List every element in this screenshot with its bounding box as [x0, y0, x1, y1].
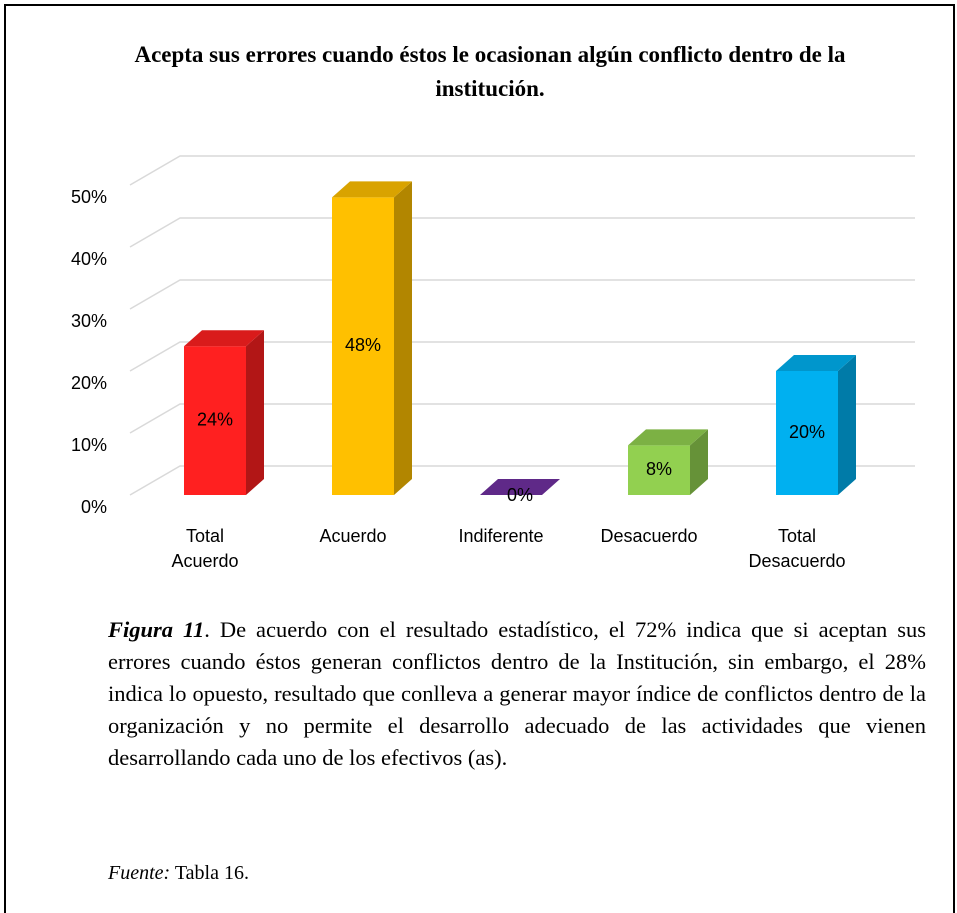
bar-side — [246, 330, 264, 495]
source: Fuente: Tabla 16. — [108, 862, 249, 885]
frame — [4, 4, 955, 913]
x-tick-label: Total Acuerdo — [171, 526, 239, 571]
bar — [628, 429, 708, 495]
caption-text: . De acuerdo con el resultado estadístic… — [108, 617, 926, 770]
data-label: 8% — [646, 459, 672, 479]
bar-top — [332, 181, 412, 198]
grid-line — [129, 155, 915, 186]
y-tick-label: 40% — [71, 249, 107, 269]
bar-side — [690, 429, 708, 495]
data-label: 24% — [197, 409, 233, 429]
x-tick-label: Desacuerdo — [600, 526, 698, 546]
x-tick-label: Indiferente — [458, 526, 544, 546]
x-tick-label: Total Desacuerdo — [748, 526, 846, 571]
data-label: 20% — [789, 422, 825, 442]
bar-front — [628, 445, 690, 495]
bar-front — [776, 371, 838, 495]
y-tick-label: 10% — [71, 435, 107, 455]
bar — [480, 479, 560, 495]
bar-front — [184, 346, 246, 495]
grid-line — [129, 279, 915, 310]
y-tick-label: 20% — [71, 373, 107, 393]
bar — [184, 330, 264, 495]
bar-side — [838, 355, 856, 495]
chart-title: Acepta sus errores cuando éstos le ocasi… — [134, 42, 846, 101]
grid-line — [129, 403, 915, 434]
source-label: Fuente: — [108, 862, 171, 884]
bar-front — [332, 197, 394, 495]
y-tick-label: 30% — [71, 311, 107, 331]
bar-top — [628, 429, 708, 446]
grid-line — [129, 217, 915, 248]
bar-top — [184, 330, 264, 347]
caption: Figura 11. De acuerdo con el resultado e… — [108, 614, 926, 774]
x-tick-label: Acuerdo — [319, 526, 387, 546]
y-tick-label: 50% — [71, 187, 107, 207]
grid-line — [129, 341, 915, 372]
bar-top — [480, 479, 560, 495]
bar — [776, 355, 856, 495]
data-label: 48% — [345, 335, 381, 355]
y-tick-label: 0% — [81, 497, 107, 517]
bar — [332, 181, 412, 495]
data-label: 0% — [507, 485, 533, 505]
bar-side — [394, 181, 412, 495]
source-text: Tabla 16. — [174, 862, 249, 884]
caption-label: Figura 11 — [108, 617, 205, 642]
bar-top — [776, 355, 856, 371]
